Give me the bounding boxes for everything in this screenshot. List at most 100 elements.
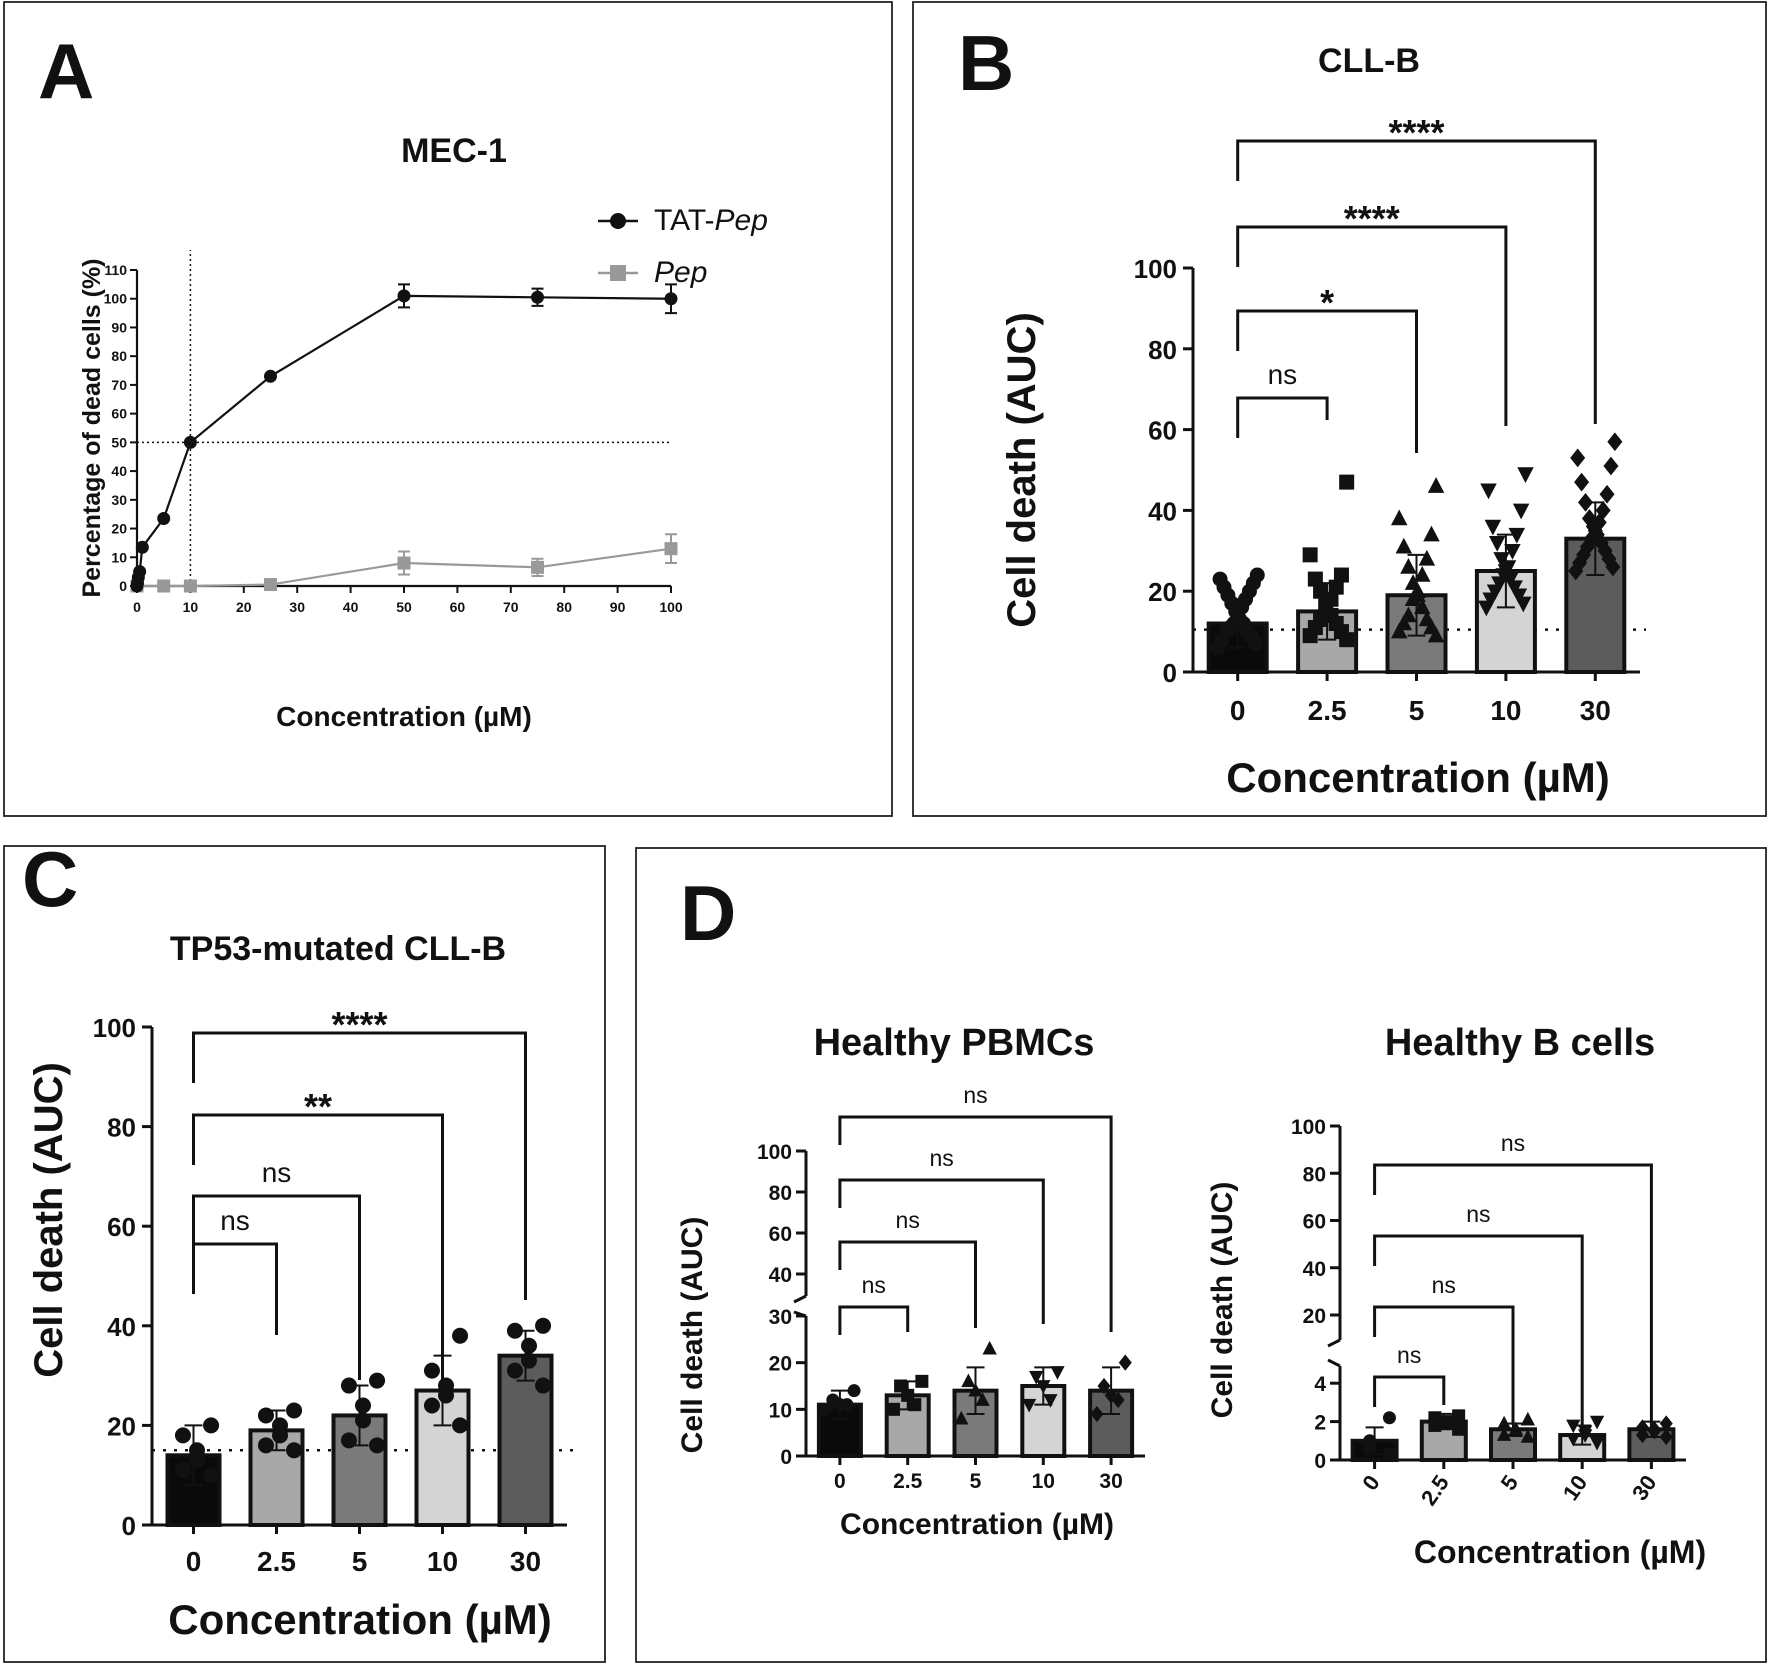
error-bar-C (184, 1424, 203, 1487)
panel-d-frame (635, 847, 1767, 1663)
significance-label-C: ns (262, 1157, 292, 1188)
x-tick-label-B: 30 (1580, 695, 1611, 726)
y-axis-label-D2: Cell death (AUC) (1206, 1182, 1239, 1419)
data-point-C (506, 1322, 523, 1339)
y-tick-label-D1: 0 (780, 1446, 792, 1469)
y-tick-label-C: 60 (107, 1212, 136, 1242)
y-tick-label-D2: 0 (1314, 1450, 1326, 1473)
x-tick-label-D2: 0 (1357, 1471, 1385, 1495)
significance-label-D2: ns (1432, 1272, 1456, 1298)
data-point-C (203, 1467, 220, 1484)
y-axis-label-a: Percentage of dead cells (%) (78, 258, 106, 597)
data-point-B (1599, 484, 1615, 504)
x-tick-label-D2: 2.5 (1416, 1471, 1454, 1510)
data-point-B (1339, 474, 1355, 490)
data-point-C (286, 1442, 303, 1459)
y-tick-label-a: 70 (111, 377, 127, 393)
x-tick-label-a: 90 (610, 599, 626, 615)
x-tick-label-D2: 5 (1496, 1471, 1524, 1495)
data-point-D1 (1097, 1377, 1111, 1395)
x-tick-label-a: 100 (659, 599, 683, 615)
x-tick-label-a: 60 (450, 599, 466, 615)
data-point-D2 (1589, 1415, 1605, 1430)
data-point-B (1400, 557, 1417, 574)
significance-label-D1: ns (896, 1207, 920, 1233)
panel-c-title: TP53-mutated CLL-B (170, 930, 506, 968)
data-point-B (1390, 622, 1408, 639)
error-bar-D2 (1434, 1412, 1453, 1431)
chart-d1: 0 10 20 30 40 60 80 100 0 2.5 5 10 30 ns ns ns ns Concent… (676, 1082, 1145, 1541)
y-tick-label-D2: 60 (1303, 1211, 1326, 1234)
error-bar-B (1228, 598, 1247, 649)
data-point-C (369, 1372, 386, 1389)
data-point-0 (664, 292, 678, 306)
x-tick-label-B: 10 (1490, 695, 1521, 726)
data-point-C (452, 1417, 469, 1434)
x-axis-label-C: Concentration (µM) (168, 1596, 552, 1643)
x-tick-label-D1: 2.5 (893, 1470, 923, 1493)
significance-label-D2: ns (1501, 1130, 1525, 1156)
y-tick-label-B: 20 (1148, 577, 1177, 607)
y-tick-label-D1: 10 (769, 1399, 792, 1422)
data-point-D1 (982, 1340, 997, 1355)
legend-label-italic-1: Pep (654, 256, 707, 289)
data-point-C (521, 1352, 538, 1369)
comparison-bracket-D2 (1373, 1305, 1515, 1425)
data-point-B (1486, 584, 1504, 601)
data-point-C (506, 1362, 523, 1379)
x-tick-label-D2: 10 (1558, 1471, 1593, 1505)
y-tick-label-a: 100 (104, 291, 128, 307)
x-tick-label-B: 0 (1230, 695, 1246, 726)
data-point-D2 (1452, 1422, 1466, 1436)
y-tick-label-a: 20 (111, 521, 127, 537)
data-point-D1 (1021, 1398, 1037, 1413)
data-point-D2 (1452, 1409, 1466, 1423)
comparison-bracket-D1 (838, 1178, 1045, 1324)
significance-label-D2: ns (1466, 1201, 1490, 1227)
x-axis-label-D2: Concentration (µM) (1414, 1534, 1706, 1570)
y-tick-label-B: 100 (1134, 254, 1177, 284)
panel-letter-c: C (22, 835, 78, 923)
error-bar-B (1407, 553, 1426, 637)
error-bar-D1 (966, 1366, 985, 1415)
panel-a-frame (3, 1, 893, 817)
y-tick-label-a: 40 (111, 463, 127, 479)
data-point-C (535, 1377, 552, 1394)
y-tick-label-a: 10 (111, 549, 127, 565)
data-point-B (1605, 557, 1621, 577)
significance-label-B: **** (1388, 112, 1444, 153)
data-point-D2 (1589, 1436, 1605, 1451)
error-bar-C (516, 1329, 535, 1382)
data-point-C (355, 1397, 372, 1414)
data-point-C (423, 1362, 440, 1379)
error-bar-B (1318, 582, 1337, 641)
axis-break-D1 (793, 1294, 807, 1318)
data-point-D2 (1566, 1433, 1581, 1447)
data-point-B (1427, 626, 1445, 643)
data-point-B (1333, 567, 1349, 583)
error-bar-C (267, 1409, 286, 1452)
data-point-1 (157, 579, 171, 593)
x-tick-label-a: 40 (343, 599, 359, 615)
y-tick-label-D1: 60 (769, 1223, 792, 1246)
data-point-C (355, 1412, 372, 1429)
data-point-C (174, 1462, 191, 1479)
comparison-bracket-C (192, 1113, 444, 1380)
y-tick-label-D1: 40 (769, 1264, 792, 1287)
data-point-B (1595, 501, 1611, 520)
data-point-B (1578, 492, 1594, 512)
data-point-D1 (1043, 1394, 1058, 1408)
comparison-bracket-B (1236, 309, 1418, 453)
y-tick-label-B: 0 (1163, 658, 1177, 688)
data-point-D1 (819, 1402, 833, 1416)
x-tick-label-a: 20 (236, 599, 252, 615)
data-point-C (286, 1402, 303, 1419)
significance-label-B: * (1320, 282, 1334, 323)
data-point-B (1302, 547, 1318, 563)
panel-letter-b: B (958, 19, 1014, 107)
legend-label-text-0: TAT- (654, 204, 715, 237)
data-point-B (1414, 598, 1431, 615)
panel-letter-d: D (680, 869, 736, 957)
panel-c-frame (3, 845, 606, 1663)
